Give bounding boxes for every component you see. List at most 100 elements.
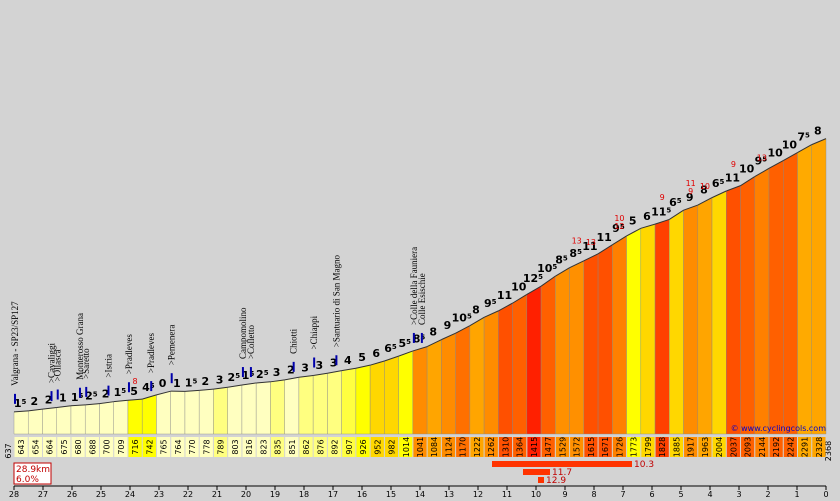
altitude-label: 1671	[601, 437, 610, 457]
altitude-label: 2037	[729, 437, 738, 457]
segment-edge	[384, 355, 399, 362]
segment-grade-fraction: 5	[666, 206, 671, 214]
place-label: >Istria	[103, 354, 113, 378]
segment-grade-label: 105	[537, 262, 557, 275]
segment-grade-label: 95	[484, 297, 497, 310]
segment-fill	[512, 294, 528, 435]
steepest-bar	[538, 477, 544, 483]
segment-fill	[811, 138, 827, 435]
altitude-label: 2144	[758, 437, 767, 457]
km-tick-label: 8	[591, 490, 596, 499]
place-label: >Colle della Fauniera	[409, 247, 419, 325]
segment-edge	[654, 218, 670, 225]
steepest-bar	[523, 469, 550, 475]
segment-edge	[711, 190, 727, 199]
altitude-cell	[142, 437, 156, 457]
segment-grade-label: 11	[582, 240, 597, 253]
segment-grade-fraction: 5	[150, 382, 155, 390]
max-grade-label: 11	[686, 179, 696, 188]
place-label: >Chiappi	[309, 315, 319, 349]
segment-grade-label: 10	[767, 147, 783, 160]
segment-edge	[498, 302, 513, 312]
segment-edge	[726, 185, 741, 192]
segment-edge	[213, 386, 228, 390]
segment-edge	[626, 227, 642, 237]
place-label: >Pradleves	[124, 334, 134, 375]
segment-grade-label: 45	[142, 381, 155, 394]
segment-edge	[127, 398, 143, 401]
km-tick-label: 12	[473, 490, 483, 499]
altitude-label: 1041	[416, 437, 425, 457]
segment-edge	[768, 160, 784, 169]
segment-fill	[526, 285, 542, 435]
segment-fill	[498, 302, 513, 435]
segment-grade-label: 6	[643, 210, 651, 223]
segment-fill	[726, 185, 741, 435]
segment-grade-label: 3	[315, 359, 323, 372]
steepest-bar-label: 11.7	[552, 468, 572, 478]
segment-grade-label: 55	[398, 337, 411, 350]
segment-grade-fraction: 5	[121, 387, 126, 395]
segment-edge	[683, 204, 698, 211]
altitude-label: 862	[302, 439, 311, 454]
place-label: >Saretto	[81, 348, 91, 379]
altitude-cell	[755, 437, 769, 457]
max-grade-label: 10	[700, 182, 710, 191]
altitude-cell	[213, 437, 228, 457]
segment-edge	[156, 390, 171, 396]
segment-grade-label: 15	[185, 376, 198, 389]
altitude-label: 892	[331, 439, 340, 454]
segment-grade-label: 65	[669, 196, 682, 209]
altitude-cell	[14, 437, 28, 457]
segment-grade-label: 6	[372, 347, 380, 360]
altitude-label: 1963	[701, 437, 710, 457]
segment-grade-label: 2	[102, 388, 110, 401]
km-axis: 28 27 26 25 24 23 22 21 20 19 18 17 16 15 14 13 12 11 10 9 8…	[9, 485, 829, 499]
segment-edge	[740, 176, 756, 187]
segment-fill	[142, 394, 157, 435]
segment-grade-label: 105	[452, 312, 472, 325]
segment-edge	[483, 310, 499, 318]
altitude-cell	[655, 437, 669, 457]
altitude-cell	[470, 437, 484, 457]
segment-edge	[526, 285, 542, 295]
altitude-label: 1124	[444, 437, 453, 457]
segment-edge	[284, 376, 300, 381]
segment-edge	[355, 364, 371, 369]
altitude-label: 1885	[672, 437, 681, 457]
segment-fill	[654, 219, 670, 435]
segment-edge	[540, 275, 556, 287]
altitude-cell	[783, 437, 798, 457]
segment-grade-label: 2	[45, 394, 53, 407]
segment-fill	[555, 267, 570, 435]
altitude-label: 907	[345, 439, 354, 454]
segment-fill	[783, 152, 798, 435]
km-tick-label: 15	[386, 490, 396, 499]
km-tick-label: 22	[183, 490, 193, 499]
segment-grade-label: 4	[344, 354, 352, 367]
segment-grade-label: 11	[725, 172, 740, 185]
altitude-label: 1572	[573, 437, 582, 457]
segment-grade-fraction: 5	[192, 377, 197, 385]
segment-grade-label: 85	[555, 254, 568, 267]
segment-grade-label: 8	[472, 303, 480, 316]
altitude-label-start: 637	[4, 443, 13, 458]
altitude-cell	[199, 437, 213, 457]
segment-grade-label: 8	[814, 125, 822, 138]
altitude-cell	[498, 437, 513, 457]
altitude-label: 952	[373, 439, 382, 454]
altitude-label: 1364	[516, 437, 525, 457]
segment-fill	[369, 360, 385, 435]
segment-fill	[754, 168, 770, 435]
altitude-cell	[513, 437, 527, 457]
segment-fill	[455, 325, 471, 435]
altitude-cell	[698, 437, 712, 457]
altitude-cell	[812, 437, 826, 457]
segment-grade-fraction: 5	[720, 178, 725, 186]
place-label: >Santuario di San Magno	[331, 254, 341, 347]
segment-fill	[711, 190, 727, 435]
segment-grade-label: 3	[330, 357, 338, 370]
segment-fill	[270, 379, 285, 435]
segment-grade-label: 5	[130, 385, 138, 398]
altitude-cell	[270, 437, 285, 457]
